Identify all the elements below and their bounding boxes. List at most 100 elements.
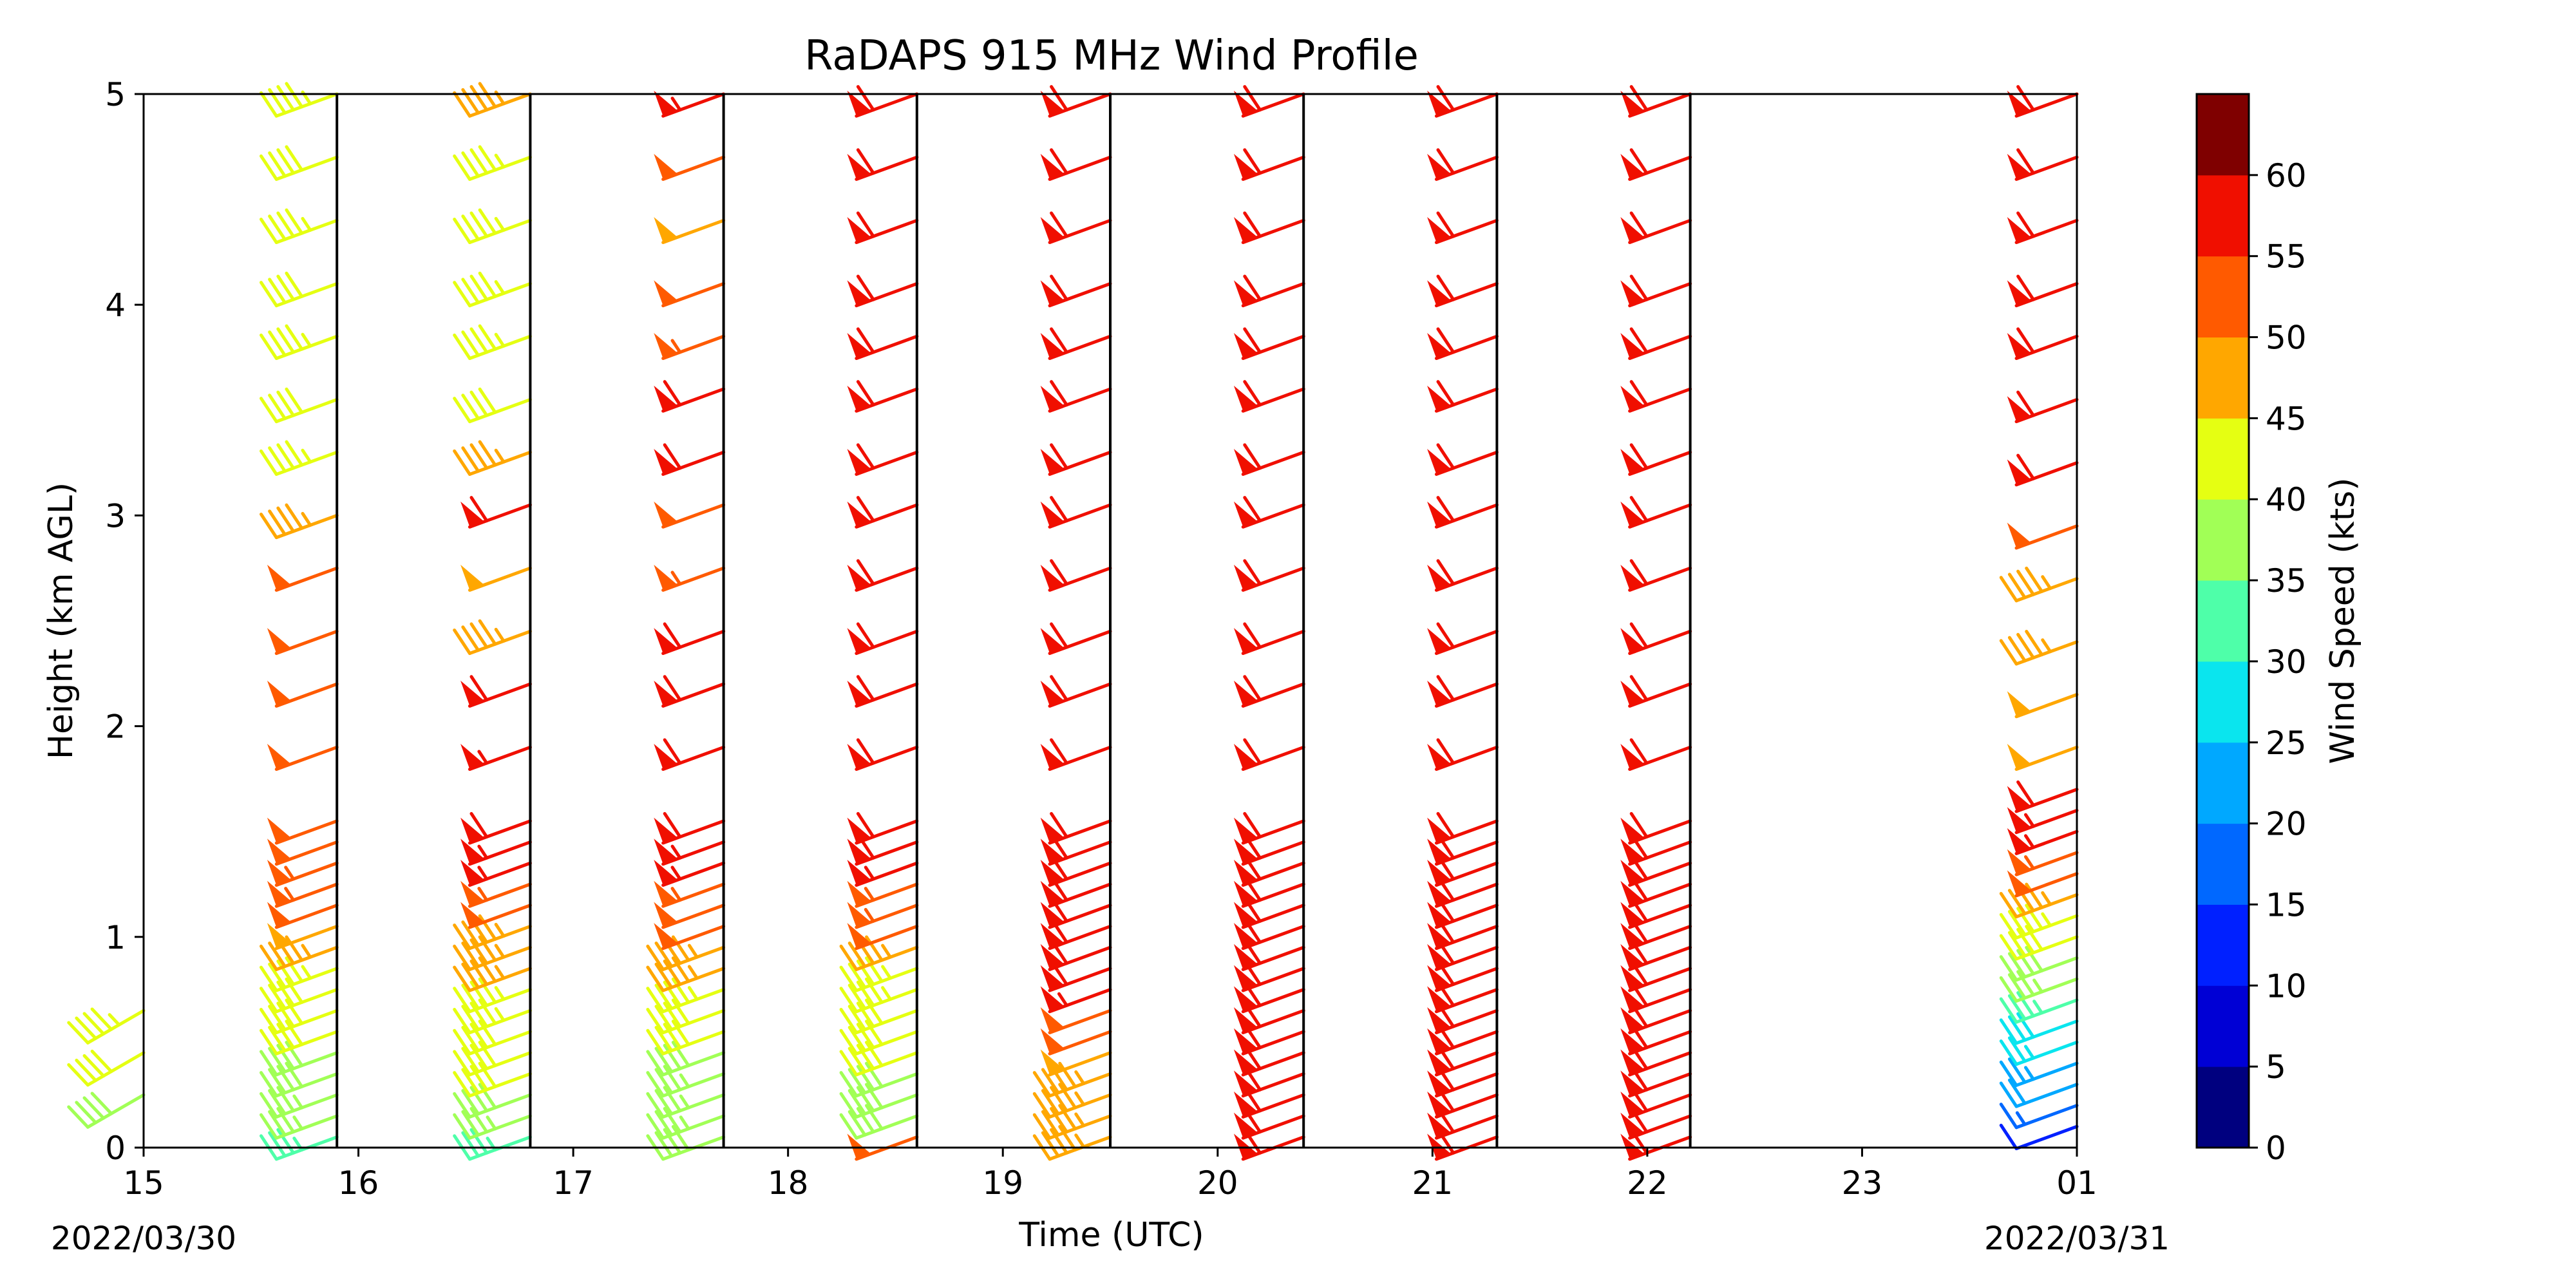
barb-shaft [1434, 1009, 1499, 1035]
y-tick-label: 4 [105, 287, 126, 324]
barb-feather [1436, 380, 1455, 407]
barb-half-feather [1074, 1070, 1086, 1086]
barb-half-feather [494, 153, 506, 169]
barb-shaft [274, 904, 339, 929]
barb-feather [268, 1046, 287, 1074]
wind-barb [259, 1086, 339, 1119]
barb-feather [839, 1092, 858, 1119]
barb-pennant [1427, 943, 1451, 970]
barb-feather [1629, 274, 1649, 301]
barb-pennant [1233, 90, 1258, 117]
wind-barb [453, 935, 532, 971]
wind-barb [453, 998, 532, 1035]
barb-pennant [267, 680, 291, 706]
barb-feather [1436, 738, 1455, 765]
wind-barb [654, 811, 726, 845]
barb-feather [848, 962, 867, 989]
wind-barb [839, 1061, 919, 1098]
barb-feather [671, 977, 690, 1004]
barb-feather [259, 513, 278, 540]
barb-feather [1058, 1061, 1077, 1088]
barb-pennant [460, 564, 484, 591]
barb-shaft [1628, 924, 1692, 951]
barb-shaft [1628, 1030, 1692, 1056]
barb-feather [259, 987, 278, 1014]
barb-feather [1999, 1123, 2018, 1150]
colorbar-tick-label: 5 [2266, 1048, 2286, 1086]
barb-feather [285, 387, 304, 414]
wind-barb [259, 145, 339, 181]
barb-half-feather [301, 943, 312, 959]
barb-pennant [1620, 965, 1645, 991]
barb-feather [1050, 148, 1068, 175]
barb-half-feather [108, 1013, 121, 1027]
barb-pennant [1233, 943, 1258, 970]
wind-barb [839, 1083, 919, 1119]
barb-half-feather [864, 887, 875, 902]
barb-pennant [1427, 880, 1451, 907]
barb-half-feather [494, 332, 506, 348]
x-tick-label: 15 [123, 1164, 164, 1202]
barb-feather [1041, 1089, 1060, 1116]
barb-feather [2007, 952, 2027, 979]
y-tick-label: 0 [105, 1130, 126, 1167]
wind-barb [847, 380, 919, 413]
barb-shaft [1241, 1030, 1305, 1056]
barb-feather [1243, 443, 1262, 470]
barb-feather [1999, 934, 2018, 961]
barb-feather [276, 506, 296, 533]
wind-barb [1040, 211, 1112, 245]
barb-feather [654, 1110, 674, 1137]
barb-feather [663, 1106, 682, 1134]
barb-feather [865, 1019, 884, 1046]
barb-feather [2007, 573, 2027, 600]
barb-pennant [2007, 691, 2031, 717]
barb-feather [276, 980, 296, 1007]
barb-shaft [468, 155, 532, 181]
wind-barb [1620, 443, 1692, 476]
barb-pennant [2007, 396, 2031, 422]
barb-feather [2007, 1057, 2027, 1084]
wind-barb [1999, 630, 2079, 666]
barb-pennant [1620, 744, 1645, 770]
barb-pennant [654, 628, 678, 654]
barb-shaft [1434, 1093, 1499, 1119]
barb-pennant [1620, 448, 1645, 475]
wind-barb [847, 443, 919, 476]
barb-shaft [1434, 629, 1499, 656]
wind-barb [654, 153, 726, 181]
barb-feather [75, 1058, 98, 1083]
barb-pennant [1620, 1112, 1645, 1139]
barb-shaft [1434, 1114, 1499, 1140]
barb-pennant [1233, 1070, 1258, 1096]
barb-feather [469, 148, 489, 175]
barb-shaft [2014, 788, 2079, 813]
barb-feather [1999, 1018, 2018, 1045]
barb-pennant [1040, 90, 1065, 117]
barb-feather [2016, 148, 2035, 175]
barb-feather [1629, 148, 1649, 175]
barb-feather [259, 217, 278, 245]
barb-pennant [1620, 817, 1645, 844]
barb-pennant [1620, 628, 1645, 654]
barb-feather [1032, 1092, 1052, 1119]
wind-barb [1427, 811, 1499, 845]
barb-pennant [1233, 501, 1258, 527]
wind-barb [267, 902, 339, 929]
barb-pennant [1620, 501, 1645, 527]
barb-pennant [1233, 280, 1258, 306]
barb-shaft [2014, 808, 2079, 835]
barb-shaft [2014, 640, 2079, 666]
barb-feather [1629, 327, 1649, 354]
barb-feather [276, 1106, 296, 1134]
barb-shaft [2014, 524, 2079, 550]
colorbar-tick-label: 10 [2266, 967, 2307, 1005]
wind-barb [1233, 675, 1305, 708]
barb-half-feather [494, 280, 506, 296]
barb-feather [67, 1021, 90, 1045]
barb-pennant [1427, 448, 1451, 475]
wind-barb [2007, 807, 2079, 835]
wind-barb [267, 838, 339, 866]
barb-feather [478, 619, 497, 646]
barb-pennant [460, 501, 484, 527]
